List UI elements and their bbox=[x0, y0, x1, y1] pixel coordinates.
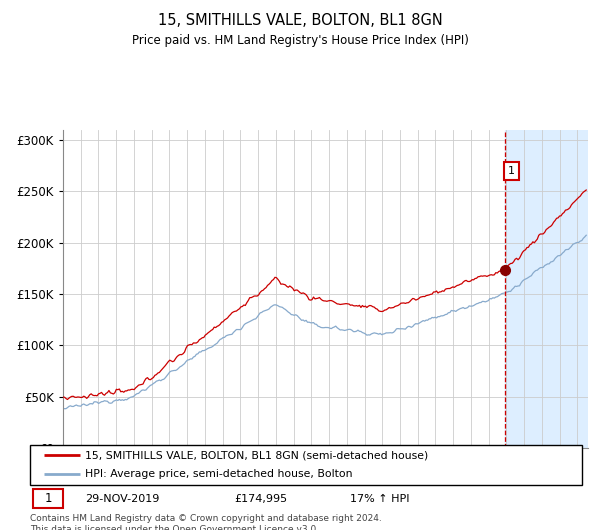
Bar bbox=[505, 130, 588, 448]
Text: 15, SMITHILLS VALE, BOLTON, BL1 8GN: 15, SMITHILLS VALE, BOLTON, BL1 8GN bbox=[158, 13, 442, 28]
Text: 1: 1 bbox=[44, 492, 52, 505]
Text: 29-NOV-2019: 29-NOV-2019 bbox=[85, 494, 160, 504]
Text: HPI: Average price, semi-detached house, Bolton: HPI: Average price, semi-detached house,… bbox=[85, 469, 353, 479]
FancyBboxPatch shape bbox=[33, 489, 63, 508]
Text: Price paid vs. HM Land Registry's House Price Index (HPI): Price paid vs. HM Land Registry's House … bbox=[131, 34, 469, 48]
Text: 15, SMITHILLS VALE, BOLTON, BL1 8GN (semi-detached house): 15, SMITHILLS VALE, BOLTON, BL1 8GN (sem… bbox=[85, 450, 428, 460]
FancyBboxPatch shape bbox=[30, 445, 582, 485]
Text: Contains HM Land Registry data © Crown copyright and database right 2024.
This d: Contains HM Land Registry data © Crown c… bbox=[30, 514, 382, 530]
Text: £174,995: £174,995 bbox=[234, 494, 287, 504]
Text: 17% ↑ HPI: 17% ↑ HPI bbox=[350, 494, 410, 504]
Text: 1: 1 bbox=[508, 166, 515, 176]
